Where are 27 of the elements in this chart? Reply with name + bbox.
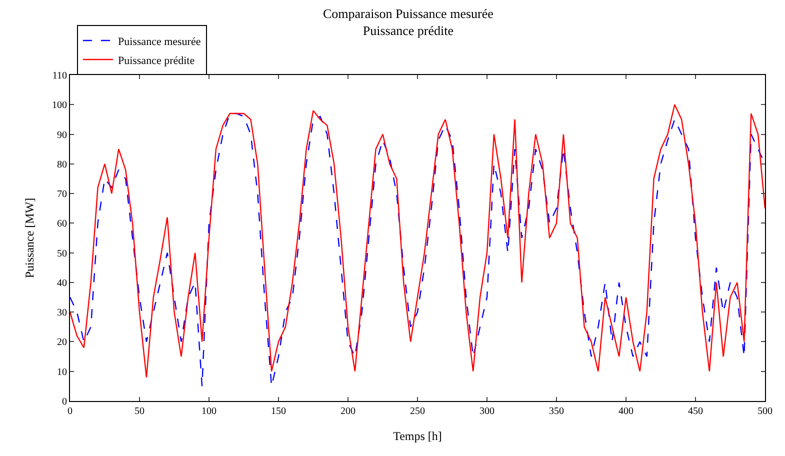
legend-label: Puissance mesurée (118, 36, 201, 48)
x-tick-label: 500 (758, 406, 772, 417)
y-tick-label: 20 (57, 337, 67, 348)
x-tick-label: 250 (410, 406, 425, 417)
y-tick-label: 80 (57, 159, 67, 170)
y-tick-label: 60 (57, 218, 67, 230)
y-tick-label: 10 (57, 366, 67, 378)
legend-label: Puissance prédite (118, 54, 195, 67)
chart-title: Comparaison Puissance mesurée Puissance prédite (322, 6, 494, 38)
y-tick-label: 40 (57, 278, 67, 289)
y-tick-label: 100 (52, 100, 67, 112)
x-tick-label: 300 (480, 406, 494, 417)
x-tick-label: 200 (340, 406, 356, 417)
x-tick-label: 150 (271, 406, 286, 417)
x-tick-label: 400 (618, 406, 634, 417)
x-tick-label: 50 (134, 406, 144, 417)
y-tick-label: 30 (57, 308, 67, 319)
x-tick-label: 350 (549, 406, 564, 417)
y-tick-label: 70 (57, 189, 67, 200)
y-tick-label: 90 (57, 130, 67, 141)
y-tick-label: 0 (62, 396, 67, 408)
y-tick-label: 50 (57, 248, 67, 260)
x-axis-title: Temps [h] (393, 428, 442, 443)
y-axis-title: Puissance [MW] (22, 198, 36, 278)
y-tick-label: 110 (52, 70, 67, 82)
x-tick-label: 450 (688, 406, 703, 417)
x-tick-label: 100 (202, 406, 216, 417)
